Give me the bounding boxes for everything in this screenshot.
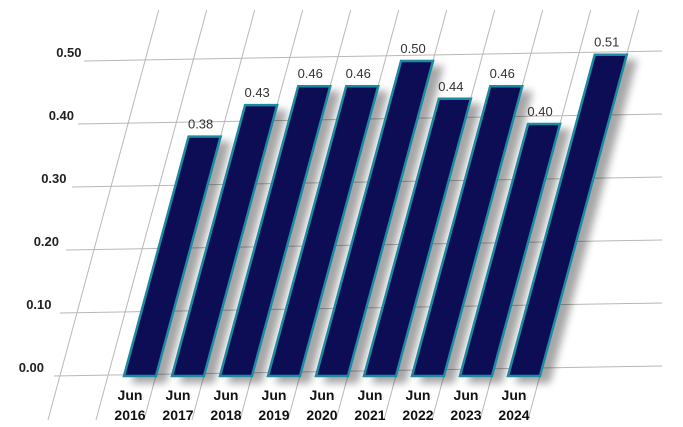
y-tick-label: 0.20 xyxy=(34,234,59,249)
x-tick-label-year: 2023 xyxy=(450,407,481,423)
x-tick-label-month: Jun xyxy=(118,387,143,403)
bar xyxy=(410,84,524,378)
y-axis-tick-labels: 0.00 0.10 0.20 0.30 0.40 0.50 xyxy=(19,45,82,375)
gridline-vertical xyxy=(47,9,160,421)
data-label: 0.46 xyxy=(490,66,515,81)
x-tick-label-month: Jun xyxy=(262,387,287,403)
data-label: 0.46 xyxy=(346,66,371,81)
x-axis-tick-labels: Jun 2016 Jun 2017 Jun 2018 Jun 2019 Jun 2020 Jun 20… xyxy=(114,387,529,423)
bar xyxy=(458,122,562,378)
data-label: 0.51 xyxy=(594,35,619,50)
x-tick-label-month: Jun xyxy=(310,387,335,403)
y-tick-label: 0.10 xyxy=(26,297,51,312)
bar xyxy=(218,84,332,378)
data-label: 0.46 xyxy=(298,66,323,81)
data-labels: 0.38 0.43 0.46 0.46 0.50 0.44 0.46 0.40 0.51 xyxy=(188,35,619,132)
x-tick-label-month: Jun xyxy=(166,387,191,403)
y-tick-label: 0.00 xyxy=(19,360,44,375)
x-tick-label-month: Jun xyxy=(406,387,431,403)
y-tick-label: 0.40 xyxy=(49,108,74,123)
x-tick-label-year: 2020 xyxy=(306,407,337,423)
x-tick-label-year: 2019 xyxy=(258,407,289,423)
gridline-horizontal xyxy=(83,50,663,62)
gridline-vertical xyxy=(95,9,208,421)
bar xyxy=(266,84,380,378)
x-tick-label-year: 2017 xyxy=(162,407,193,423)
y-tick-label: 0.30 xyxy=(41,171,66,186)
x-tick-label-year: 2016 xyxy=(114,407,145,423)
data-label: 0.40 xyxy=(527,104,552,119)
x-tick-label-year: 2022 xyxy=(402,407,433,423)
data-label: 0.43 xyxy=(244,85,269,100)
x-tick-label-month: Jun xyxy=(358,387,383,403)
x-tick-label-year: 2018 xyxy=(210,407,241,423)
bar xyxy=(362,97,473,378)
x-tick-label-year: 2024 xyxy=(498,407,529,423)
bar xyxy=(122,135,223,378)
data-label: 0.44 xyxy=(438,79,463,94)
x-tick-label-month: Jun xyxy=(214,387,239,403)
bar xyxy=(170,103,279,378)
x-tick-label-year: 2021 xyxy=(354,407,385,423)
data-label: 0.50 xyxy=(400,41,425,56)
x-tick-label-month: Jun xyxy=(502,387,527,403)
bar xyxy=(506,53,629,378)
bars xyxy=(122,53,629,378)
bar xyxy=(314,59,435,378)
x-tick-label-month: Jun xyxy=(454,387,479,403)
y-tick-label: 0.50 xyxy=(56,45,81,60)
data-label: 0.38 xyxy=(188,117,213,132)
